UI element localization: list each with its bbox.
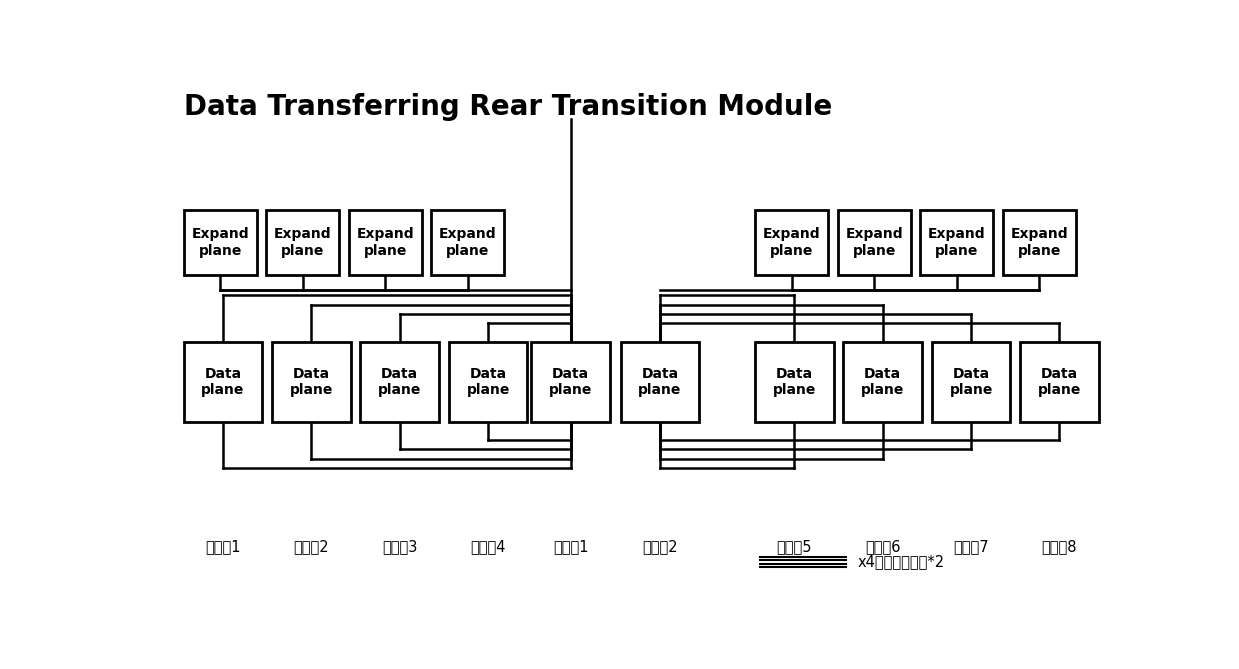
- Text: Expand
plane: Expand plane: [763, 227, 820, 258]
- FancyBboxPatch shape: [838, 210, 911, 275]
- FancyBboxPatch shape: [755, 210, 828, 275]
- FancyBboxPatch shape: [755, 342, 834, 421]
- FancyBboxPatch shape: [183, 342, 263, 421]
- Text: Data
plane: Data plane: [638, 367, 681, 397]
- Text: Expand
plane: Expand plane: [928, 227, 985, 258]
- Text: 功能杅2: 功能杅2: [294, 539, 330, 554]
- FancyBboxPatch shape: [431, 210, 504, 275]
- Text: 功能杅5: 功能杅5: [777, 539, 812, 554]
- Text: Data
plane: Data plane: [949, 367, 992, 397]
- FancyBboxPatch shape: [921, 210, 994, 275]
- Text: Data Transferring Rear Transition Module: Data Transferring Rear Transition Module: [183, 93, 831, 121]
- FancyBboxPatch shape: [273, 342, 351, 421]
- Text: 功能杅6: 功能杅6: [865, 539, 901, 554]
- FancyBboxPatch shape: [183, 210, 256, 275]
- FancyBboxPatch shape: [532, 342, 610, 421]
- Text: Expand
plane: Expand plane: [845, 227, 903, 258]
- FancyBboxPatch shape: [621, 342, 699, 421]
- Text: 功能杅8: 功能杅8: [1042, 539, 1077, 554]
- Text: 功能杅1: 功能杅1: [206, 539, 240, 554]
- Text: 交换杅2: 交换杅2: [642, 539, 678, 554]
- FancyBboxPatch shape: [844, 342, 922, 421]
- Text: 功能杅3: 功能杅3: [382, 539, 418, 554]
- FancyBboxPatch shape: [932, 342, 1011, 421]
- FancyBboxPatch shape: [449, 342, 528, 421]
- Text: Data
plane: Data plane: [861, 367, 904, 397]
- Text: Data
plane: Data plane: [378, 367, 421, 397]
- Text: Expand
plane: Expand plane: [439, 227, 497, 258]
- FancyBboxPatch shape: [1002, 210, 1075, 275]
- Text: 交换杅1: 交换杅1: [553, 539, 589, 554]
- Text: Data
plane: Data plane: [290, 367, 333, 397]
- Text: Expand
plane: Expand plane: [274, 227, 332, 258]
- Text: Data
plane: Data plane: [549, 367, 592, 397]
- Text: 功能杅4: 功能杅4: [471, 539, 506, 554]
- Text: Data
plane: Data plane: [773, 367, 817, 397]
- Text: Data
plane: Data plane: [466, 367, 509, 397]
- Text: 功能杅7: 功能杅7: [953, 539, 989, 554]
- Text: Expand
plane: Expand plane: [191, 227, 249, 258]
- FancyBboxPatch shape: [1020, 342, 1099, 421]
- Text: Expand
plane: Expand plane: [357, 227, 414, 258]
- FancyBboxPatch shape: [266, 210, 339, 275]
- Text: Data
plane: Data plane: [202, 367, 245, 397]
- Text: Data
plane: Data plane: [1038, 367, 1082, 397]
- Text: Expand
plane: Expand plane: [1011, 227, 1068, 258]
- Text: x4高速串行总线*2: x4高速串行总线*2: [857, 555, 945, 569]
- FancyBboxPatch shape: [349, 210, 421, 275]
- FancyBboxPatch shape: [361, 342, 439, 421]
